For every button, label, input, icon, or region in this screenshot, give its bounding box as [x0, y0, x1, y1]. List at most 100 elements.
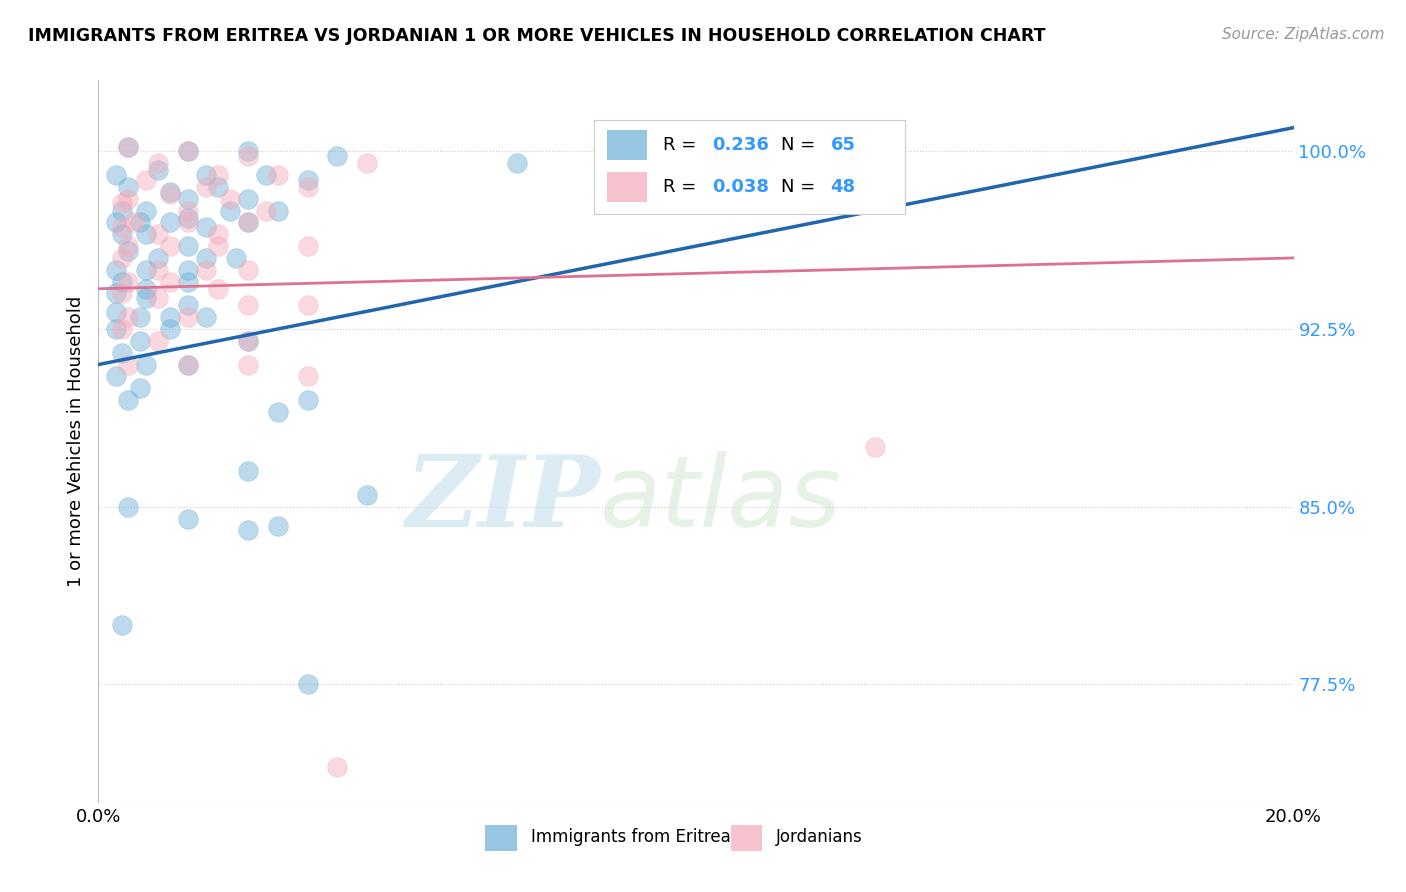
Point: [117, 139, 139, 153]
Point: [177, 192, 200, 206]
Point: [111, 275, 134, 289]
Point: [236, 334, 259, 348]
Text: Source: ZipAtlas.com: Source: ZipAtlas.com: [1222, 27, 1385, 42]
Point: [105, 286, 128, 301]
Point: [135, 291, 157, 305]
Point: [207, 168, 229, 182]
Point: [865, 441, 887, 455]
Point: [135, 173, 157, 187]
Point: [111, 251, 134, 265]
Point: [506, 156, 529, 170]
Point: [195, 262, 218, 277]
Point: [148, 251, 170, 265]
Point: [111, 203, 134, 218]
Point: [267, 405, 290, 419]
Point: [195, 180, 218, 194]
Point: [148, 156, 170, 170]
Point: [148, 163, 170, 178]
Point: [236, 358, 259, 372]
Point: [236, 464, 259, 478]
Point: [177, 211, 200, 225]
Point: [267, 518, 290, 533]
Point: [135, 203, 157, 218]
Point: [117, 358, 139, 372]
Point: [297, 239, 319, 253]
Point: [177, 310, 200, 325]
Point: [124, 215, 146, 229]
Point: [225, 251, 247, 265]
Point: [236, 262, 259, 277]
Point: [129, 381, 152, 395]
Y-axis label: 1 or more Vehicles in Household: 1 or more Vehicles in Household: [66, 296, 84, 587]
Point: [135, 358, 157, 372]
Text: IMMIGRANTS FROM ERITREA VS JORDANIAN 1 OR MORE VEHICLES IN HOUSEHOLD CORRELATION: IMMIGRANTS FROM ERITREA VS JORDANIAN 1 O…: [28, 27, 1046, 45]
Point: [159, 310, 181, 325]
Point: [148, 334, 170, 348]
Point: [177, 262, 200, 277]
Point: [177, 239, 200, 253]
Point: [236, 149, 259, 163]
Point: [177, 145, 200, 159]
Point: [159, 186, 181, 201]
Point: [159, 185, 181, 199]
Point: [236, 524, 259, 538]
Point: [297, 393, 319, 408]
Point: [177, 358, 200, 372]
Point: [129, 215, 152, 229]
Point: [207, 239, 229, 253]
Point: [105, 322, 128, 336]
Point: [177, 215, 200, 229]
Point: [356, 488, 378, 502]
Point: [236, 145, 259, 159]
Point: [236, 334, 259, 348]
Point: [105, 168, 128, 182]
Point: [297, 298, 319, 312]
Point: [177, 511, 200, 525]
Point: [207, 180, 229, 194]
Point: [135, 282, 157, 296]
Point: [177, 145, 200, 159]
Point: [236, 192, 259, 206]
Point: [148, 262, 170, 277]
Point: [159, 239, 181, 253]
Point: [195, 168, 218, 182]
Point: [159, 215, 181, 229]
Point: [111, 220, 134, 235]
Point: [105, 369, 128, 384]
Point: [297, 677, 319, 691]
Point: [111, 227, 134, 242]
Point: [159, 275, 181, 289]
Point: [236, 215, 259, 229]
Point: [117, 393, 139, 408]
Point: [267, 203, 290, 218]
Point: [117, 275, 139, 289]
Point: [177, 275, 200, 289]
Point: [105, 305, 128, 319]
Point: [297, 180, 319, 194]
Point: [219, 203, 242, 218]
Point: [219, 192, 242, 206]
Point: [236, 215, 259, 229]
Point: [105, 262, 128, 277]
Point: [207, 227, 229, 242]
Point: [111, 345, 134, 359]
Point: [117, 239, 139, 253]
Point: [148, 227, 170, 242]
Point: [236, 298, 259, 312]
Text: atlas: atlas: [600, 450, 842, 548]
Point: [254, 168, 277, 182]
Point: [177, 298, 200, 312]
Point: [135, 262, 157, 277]
Point: [159, 322, 181, 336]
Point: [254, 203, 277, 218]
Point: [117, 500, 139, 514]
Point: [117, 244, 139, 258]
Point: [177, 358, 200, 372]
Point: [135, 227, 157, 242]
Point: [297, 173, 319, 187]
Point: [117, 180, 139, 194]
Point: [195, 251, 218, 265]
Point: [117, 310, 139, 325]
Point: [297, 369, 319, 384]
Point: [129, 310, 152, 325]
